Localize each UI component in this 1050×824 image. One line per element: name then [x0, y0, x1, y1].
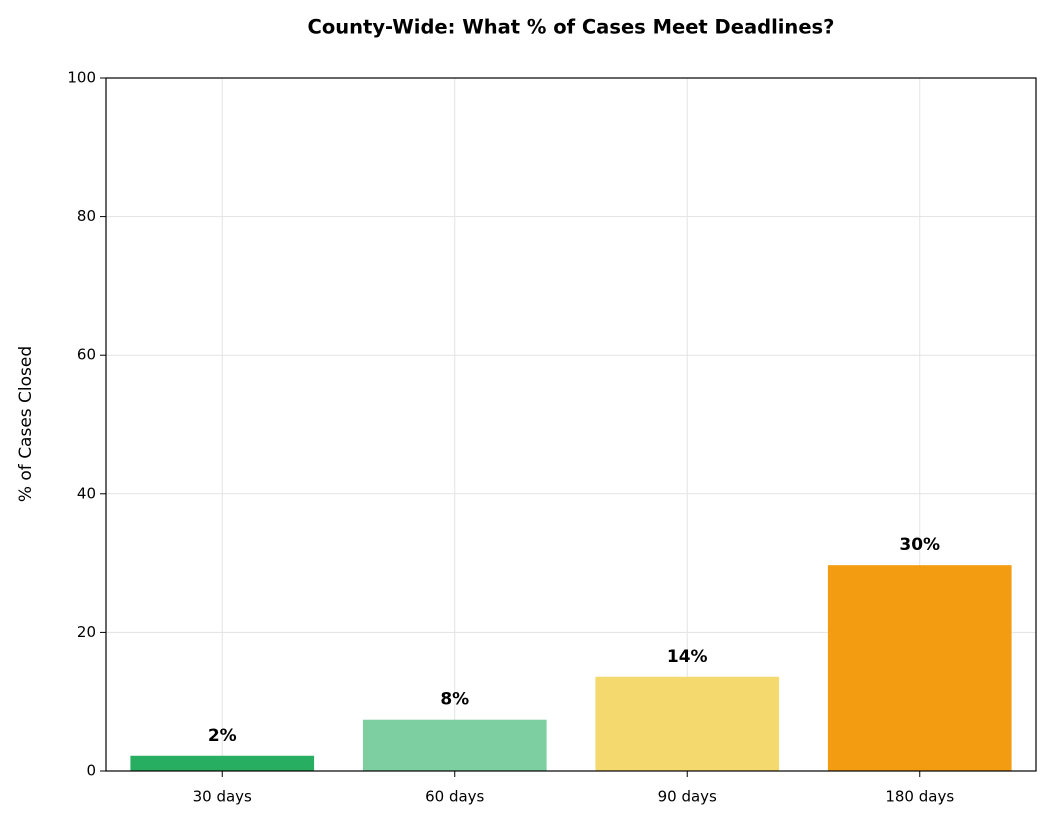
plot-frame — [105, 77, 1037, 772]
value-label: 2% — [208, 726, 237, 746]
y-tick-label: 80 — [77, 207, 96, 225]
x-tick-label: 180 days — [885, 788, 954, 806]
bar — [130, 755, 315, 771]
x-tick-label: 30 days — [193, 788, 252, 806]
x-tick-label: 60 days — [425, 788, 484, 806]
value-label: 8% — [440, 690, 469, 710]
y-tick-label: 40 — [77, 484, 96, 502]
y-tick-label: 60 — [77, 346, 96, 364]
y-tick-label: 20 — [77, 623, 96, 641]
y-tick-label: 0 — [86, 762, 96, 780]
value-label: 14% — [667, 647, 708, 667]
bar — [362, 719, 547, 771]
chart-title: County-Wide: What % of Cases Meet Deadli… — [308, 16, 835, 39]
bar — [595, 676, 780, 771]
y-tick-label: 100 — [67, 69, 96, 87]
y-axis-label: % of Cases Closed — [16, 346, 36, 502]
value-label: 30% — [899, 535, 940, 555]
bar — [827, 565, 1012, 771]
x-tick-label: 90 days — [658, 788, 717, 806]
